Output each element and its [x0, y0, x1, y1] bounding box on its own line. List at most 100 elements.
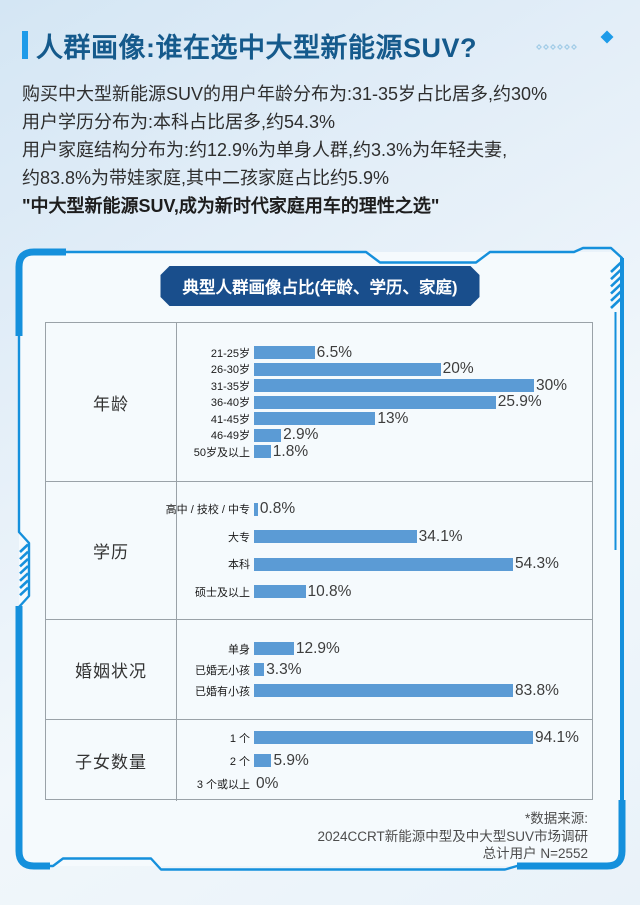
small-diamonds-icon [536, 44, 577, 50]
bar-label: 单身 [228, 643, 250, 656]
bar [254, 395, 496, 409]
bar-value: 20% [442, 360, 474, 377]
page-title: 人群画像:谁在选中大型新能源SUV? [36, 33, 477, 63]
right-hash-icon [610, 261, 622, 309]
bar-value: 0% [256, 774, 279, 792]
bar-value: 54.3% [515, 555, 559, 573]
category-label: 年龄 [46, 323, 177, 481]
bar-row: 36-40岁 25.9% [177, 393, 592, 411]
bar-value: 83.8% [515, 681, 559, 699]
bar-value: 1.8% [272, 442, 309, 460]
bar-label: 46-49岁 [210, 430, 250, 442]
intro-quote: "中大型新能源SUV,成为新时代家庭用车的理性之选" [22, 196, 440, 216]
bar-value: 12.9% [295, 639, 340, 657]
category-label: 学历 [46, 482, 177, 619]
title-accent-bar [22, 31, 28, 59]
source-line: *数据来源: [524, 811, 588, 826]
bar-row: 本科 54.3% [177, 551, 592, 579]
bar [254, 346, 315, 359]
source-line: 总计用户 N=2552 [482, 846, 588, 861]
bar-label: 31-35岁 [210, 380, 250, 393]
bar-row: 1 个 94.1% [177, 726, 592, 749]
bar-value: 13% [377, 409, 409, 427]
bar-value-group: 6.5% [254, 344, 352, 362]
bar-rows: 单身 12.9% 已婚无小孩 3.3% 已婚有小孩 83.8% [177, 620, 592, 719]
bar-label: 2 个 [229, 755, 250, 768]
bar-row: 高中 / 技校 / 中专 0.8% [166, 496, 592, 524]
chart-section: 婚姻状况 单身 12.9% 已婚无小孩 3.3% 已婚有小孩 83.8% [46, 619, 592, 719]
bar-value-group: 1.8% [254, 443, 308, 461]
bar [254, 428, 282, 442]
bar-value-group: 54.3% [254, 555, 559, 573]
bar [254, 663, 265, 676]
bar-row: 大专 34.1% [177, 523, 592, 551]
data-source: *数据来源: 2024CCRT新能源中型及中大型SUV市场调研 总计用户 N=2… [317, 810, 588, 863]
bar-value-group: 83.8% [254, 682, 559, 700]
bar [254, 731, 533, 744]
bar-value: 34.1% [418, 527, 463, 545]
bar-value-group: 12.9% [254, 640, 340, 658]
bar-value-group: 2.9% [254, 426, 318, 444]
bar [254, 445, 271, 458]
bar-value-group: 0.8% [254, 500, 295, 518]
frame-thick-accents [15, 248, 626, 870]
bar [254, 362, 441, 376]
bar-label: 21-25岁 [210, 347, 250, 360]
bar-label: 本科 [228, 559, 250, 572]
left-hash-icon [19, 543, 29, 597]
bar-rows: 1 个 94.1% 2 个 5.9% 3 个或以上 0% [177, 720, 592, 801]
bar-value: 3.3% [266, 660, 302, 678]
bar-row: 31-35岁 30% [177, 377, 592, 394]
bar-row: 已婚无小孩 3.3% [177, 659, 592, 680]
bar [254, 412, 376, 425]
intro-paragraph: 购买中大型新能源SUV的用户年龄分布为:31-35岁占比居多,约30% 用户学历… [22, 80, 628, 192]
bar-label: 硕士及以上 [195, 586, 250, 599]
bar-value-group: 30% [254, 377, 567, 395]
chart-section: 年龄 21-25岁 6.5% 26-30岁 20% 31-35岁 30% 36-40岁 25.9… [46, 323, 592, 481]
chart-section: 学历 高中 / 技校 / 中专 0.8% 大专 34.1% 本科 54.3% 硕士及以上 10.… [46, 481, 592, 619]
intro-line: 购买中大型新能源SUV的用户年龄分布为:31-35岁占比居多,约30% [22, 84, 548, 104]
chart-title-pill: 典型人群画像占比(年龄、学历、家庭) [161, 266, 480, 306]
bar-label: 高中 / 技校 / 中专 [165, 504, 250, 517]
bar-row: 26-30岁 20% [177, 360, 592, 378]
bar-value-group: 25.9% [254, 393, 542, 411]
bar-row: 单身 12.9% [177, 638, 592, 659]
bar [254, 642, 294, 655]
bar-value: 25.9% [497, 393, 542, 410]
bar-value: 2.9% [283, 426, 319, 443]
bar-label: 大专 [228, 531, 250, 544]
bar-row: 已婚有小孩 83.8% [177, 680, 592, 701]
source-line: 2024CCRT新能源中型及中大型SUV市场调研 [317, 828, 588, 844]
intro-line: 用户学历分布为:本科占比居多,约54.3% [22, 112, 336, 132]
bar-value: 10.8% [307, 582, 352, 600]
bar-label: 36-40岁 [210, 397, 250, 409]
bar-value-group: 0% [254, 775, 278, 793]
bar [254, 684, 513, 697]
bar-label: 3 个或以上 [196, 778, 250, 791]
bar-label: 26-30岁 [210, 364, 250, 376]
intro-line: 用户家庭结构分布为:约12.9%为单身人群,约3.3%为年轻夫妻, [22, 140, 508, 160]
header-arrow-decoration [533, 30, 614, 50]
bar-rows: 21-25岁 6.5% 26-30岁 20% 31-35岁 30% 36-40岁 25.9% 4… [177, 323, 592, 481]
bar-value: 6.5% [316, 343, 352, 361]
chart-section: 子女数量 1 个 94.1% 2 个 5.9% 3 个或以上 0% [46, 719, 592, 801]
bar-label: 已婚无小孩 [195, 664, 250, 677]
arrow-diamond-icon [600, 30, 614, 44]
bar-value: 5.9% [273, 751, 309, 769]
bar-label: 1 个 [229, 732, 250, 745]
bar [254, 585, 306, 599]
bar-row: 21-25岁 6.5% [177, 344, 592, 361]
category-label: 婚姻状况 [46, 620, 177, 719]
bar-row: 3 个或以上 0% [177, 772, 592, 795]
bar-value: 30% [536, 376, 568, 394]
bar [254, 502, 258, 516]
bar-value-group: 5.9% [254, 752, 309, 770]
bar-label: 41-45岁 [210, 413, 250, 426]
bar-value: 0.8% [259, 500, 296, 518]
bar-value-group: 3.3% [254, 661, 302, 679]
bar-value-group: 34.1% [254, 528, 463, 546]
bar-row: 2 个 5.9% [177, 749, 592, 772]
bar [254, 557, 513, 571]
bar-value-group: 94.1% [254, 729, 579, 747]
